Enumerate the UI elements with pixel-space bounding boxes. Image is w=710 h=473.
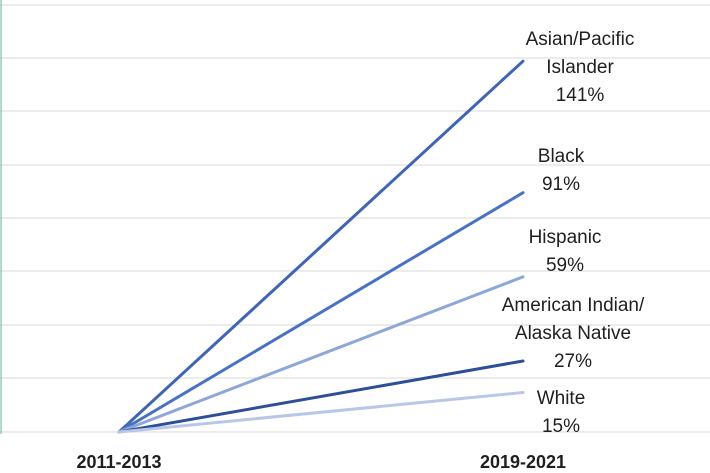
- series-line-american-indian-alaska-native: [117, 359, 525, 434]
- data-label-hispanic: Hispanic: [529, 227, 602, 248]
- data-label-asian-pacific-islander: Islander: [546, 57, 614, 78]
- x-tick-label-2011-2013: 2011-2013: [76, 452, 161, 472]
- data-label-white: 15%: [542, 416, 580, 437]
- series-line-white: [117, 391, 525, 434]
- data-label-american-indian-alaska-native: 27%: [554, 351, 592, 372]
- x-tick-label-2019-2021: 2019-2021: [480, 452, 566, 472]
- data-label-asian-pacific-islander: Asian/Pacific: [526, 29, 635, 50]
- series-lines: [117, 59, 525, 434]
- series-labels: Asian/Pacific Islander 141% Black 91% Hispani…: [502, 29, 645, 437]
- data-label-hispanic: 59%: [546, 255, 584, 276]
- data-label-asian-pacific-islander: 141%: [556, 85, 605, 106]
- series-line-black: [117, 191, 525, 434]
- gridlines: [0, 4, 710, 433]
- data-label-black: Black: [538, 146, 585, 167]
- data-label-american-indian-alaska-native: American Indian/: [502, 295, 645, 316]
- data-label-american-indian-alaska-native: Alaska Native: [515, 323, 631, 344]
- series-line-asian-pacific-islander: [117, 59, 525, 434]
- series-line-hispanic: [117, 275, 525, 434]
- data-label-white: White: [537, 388, 586, 409]
- data-label-black: 91%: [542, 174, 580, 195]
